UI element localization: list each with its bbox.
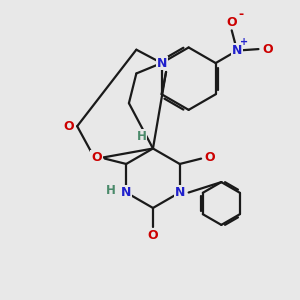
Text: H: H [137,130,147,142]
Text: O: O [262,43,273,56]
Text: +: + [240,37,249,47]
Text: H: H [106,184,116,196]
Text: O: O [63,120,74,133]
Text: O: O [204,151,215,164]
Text: N: N [232,44,242,57]
Text: N: N [121,186,131,199]
Text: N: N [175,186,185,199]
Text: O: O [148,229,158,242]
Text: N: N [156,57,167,70]
Text: O: O [226,16,237,28]
Text: O: O [91,151,102,164]
Text: -: - [239,8,244,20]
